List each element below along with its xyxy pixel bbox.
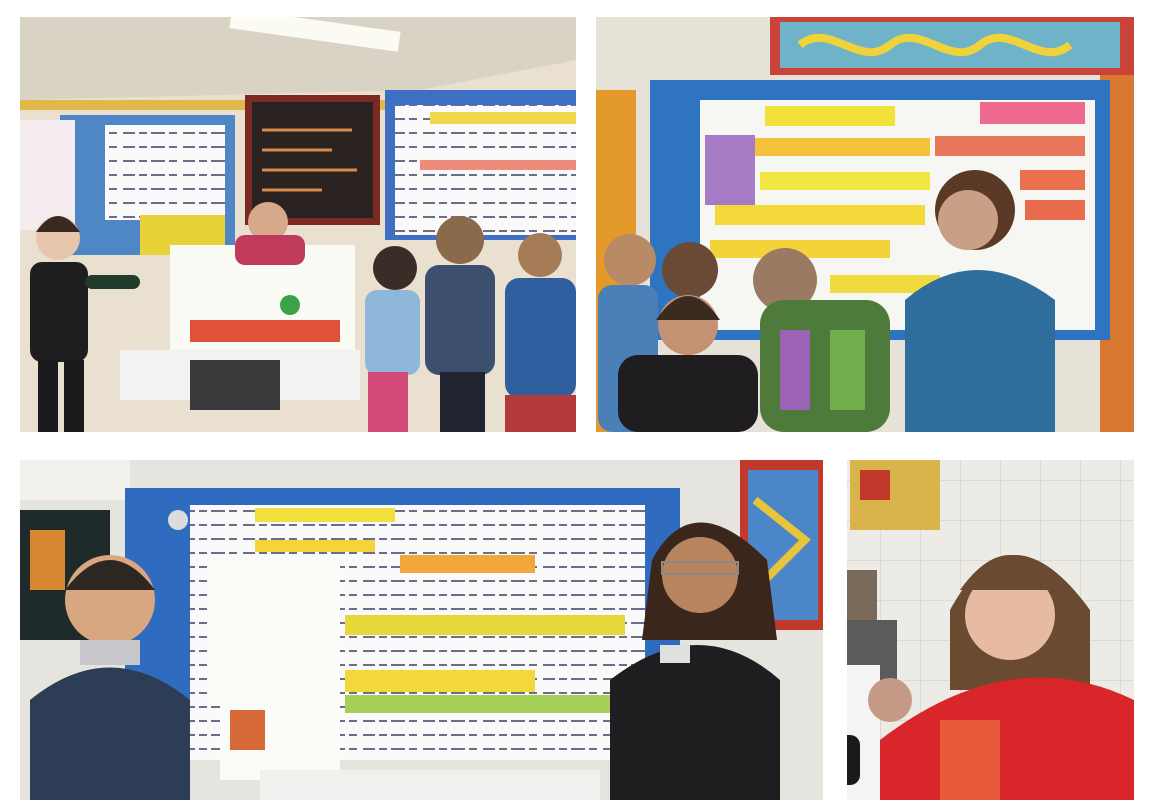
photo-panel-1-shape (436, 216, 484, 264)
photo-panel-2-shape (830, 330, 865, 410)
photo-panel-2-shape (905, 270, 1055, 432)
photo-panel-1-shape (440, 372, 485, 432)
photo-panel-2-shape (938, 190, 998, 250)
photo-panel-1-shape (30, 262, 88, 362)
photo-panel-1-shape (190, 320, 340, 342)
photo-panel-1-shape (20, 120, 75, 230)
photo-panel-2 (596, 17, 1134, 432)
photo-panel-1-shape (105, 125, 225, 220)
photo-panel-1-shape (280, 295, 300, 315)
photo-panel-1-shape (20, 17, 576, 100)
photo-panel-3-shape (65, 560, 155, 590)
photo-panel-1-shape (252, 102, 373, 218)
photo-panel-1-shape (430, 112, 576, 124)
photo-panel-2-shape (656, 296, 720, 320)
photo-panel-3-shape (255, 508, 395, 522)
photo-panel-2-shape (715, 205, 925, 225)
photo-panel-1-shape (505, 395, 576, 432)
photo-panel-1 (20, 17, 576, 432)
photo-panel-1-shape (420, 160, 576, 170)
photo-panel-2-shape (830, 275, 940, 293)
photo-panel-3-shape (80, 640, 140, 665)
photo-panel-2-shape (710, 240, 890, 258)
photo-panel-4-shape (965, 570, 1055, 660)
photo-panel-4-shape (940, 720, 1000, 800)
photo-panel-4-shape (860, 470, 890, 500)
photo-panel-2-shape (705, 135, 755, 205)
photo-panel-2-shape (780, 330, 810, 410)
photo-panel-1-shape (64, 360, 84, 432)
photo-panel-1-shape (262, 128, 357, 192)
photo-panel-3-shape (230, 710, 265, 750)
photo-panel-2-shape (760, 172, 930, 190)
photo-panel-1-shape (248, 202, 288, 242)
photo-panel-2-shape (980, 102, 1085, 124)
photo-panel-2-shape (935, 136, 1085, 156)
photo-panel-2-shape (604, 234, 656, 286)
photo-panel-1-shape (368, 372, 408, 432)
photo-panel-3-shape (660, 645, 690, 663)
photo-panel-1-shape (36, 216, 80, 232)
photo-panel-3 (20, 460, 823, 800)
photo-panel-2-shape (765, 106, 895, 126)
photo-panel-1-shape (518, 233, 562, 277)
photo-panel-4-shape (960, 555, 1060, 590)
photo-panel-3-shape (20, 460, 130, 500)
photo-panel-3-shape (30, 530, 65, 590)
photo-panel-2-shape (618, 355, 758, 432)
photo-panel-3-shape (752, 496, 811, 583)
photo-panel-2-shape (760, 300, 890, 432)
photo-panel-1-shape (85, 275, 140, 289)
photo-panel-3-shape (168, 510, 188, 530)
photo-panel-3-shape (610, 645, 780, 800)
photo-panel-3-shape (661, 561, 739, 575)
photo-panel-1-shape (190, 360, 280, 410)
photo-panel-1-shape (235, 235, 305, 265)
photo-panel-4-shape (868, 678, 912, 722)
photo-panel-4-shape (847, 735, 860, 785)
photo-panel-3-shape (260, 770, 600, 800)
photo-panel-2-shape (797, 33, 1073, 57)
photo-panel-1-shape (229, 17, 401, 52)
photo-panel-3-shape (345, 670, 535, 692)
photo-panel-1-shape (38, 360, 58, 432)
photo-panel-2-shape (753, 248, 817, 312)
photo-panel-3-shape (345, 615, 625, 635)
photo-panel-2-shape (750, 138, 930, 156)
photo-panel-3-shape (30, 667, 190, 800)
photo-panel-3-shape (345, 695, 620, 713)
photo-panel-3-shape (210, 565, 340, 700)
photo-panel-2-shape (662, 242, 718, 298)
photo-panel-1-shape (505, 278, 576, 398)
photo-panel-3-shape (255, 540, 375, 552)
photo-panel-4 (847, 460, 1134, 800)
photo-panel-3-shape (400, 555, 535, 573)
photo-panel-1-shape (365, 290, 420, 375)
photo-panel-1-shape (373, 246, 417, 290)
photo-panel-2-shape (1025, 200, 1085, 220)
photo-panel-2-shape (1020, 170, 1085, 190)
photo-panel-1-shape (425, 265, 495, 375)
